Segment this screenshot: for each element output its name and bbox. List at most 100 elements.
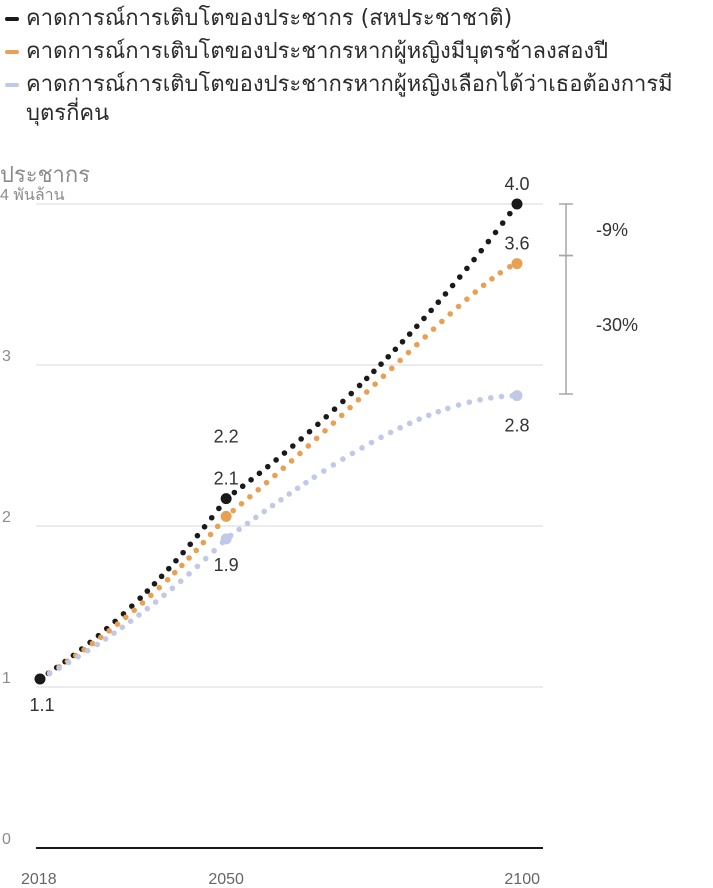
series-0-dot (385, 353, 392, 360)
series-2-dot (321, 468, 327, 474)
legend-label: คาดการณ์การเติบโตของประชากร (สหประชาชาติ… (26, 6, 513, 31)
annotation-layer: -9% -30% (559, 203, 638, 395)
series-0-dot (273, 457, 279, 463)
data-label: 2.2 (214, 427, 239, 447)
series-2-dot (65, 659, 72, 666)
series-0-dot (428, 307, 434, 314)
series-1-dot (272, 472, 278, 479)
series-1-dot (156, 584, 163, 591)
legend-item-choice: คาดการณ์การเติบโตของประชากรหากผู้หญิงเลื… (4, 70, 710, 128)
series-2-dot (397, 424, 403, 431)
series-2-dot (278, 496, 284, 503)
data-label: 2.1 (214, 469, 239, 489)
series-0-dot (201, 524, 208, 530)
series-0-dot (208, 514, 215, 521)
series-0-dot (173, 557, 179, 564)
series-0-dot (485, 238, 492, 245)
series-1-dot (247, 494, 253, 500)
series-2-dot (56, 665, 62, 671)
series-2-dot (466, 399, 473, 405)
series-2-dot (368, 439, 375, 446)
series-1-dot (280, 465, 287, 472)
data-label: 3.6 (504, 234, 529, 254)
legend-item-un-projection: คาดการณ์การเติบโตของประชากร (สหประชาชาติ… (4, 4, 710, 33)
series-2-dot (186, 571, 192, 577)
series-2-dot (119, 624, 126, 631)
series-2-dot (311, 474, 318, 480)
series-1-dot (305, 443, 312, 449)
series-1-dot (139, 600, 146, 606)
data-label: 1.1 (29, 695, 54, 715)
change-annotation: -9% (596, 220, 628, 240)
series-0-dot (406, 331, 413, 337)
series-2-dot (416, 416, 423, 422)
series-0-dot (331, 406, 338, 412)
series-0-dot (363, 375, 370, 382)
series-1-dot (288, 458, 295, 464)
series-0-dot (478, 247, 485, 254)
series-0-dot (194, 532, 201, 539)
data-label: 1.9 (214, 555, 239, 575)
series-0-dot (290, 443, 296, 449)
series-2-dot (84, 647, 91, 654)
series-0-dot (392, 346, 399, 353)
series-1-dot (200, 539, 207, 546)
series-2-dot (102, 636, 109, 642)
series-0-dot (315, 421, 321, 428)
series-2-dot (236, 526, 242, 533)
series-2-dot (455, 402, 462, 408)
series-1-dot (380, 373, 387, 380)
series-0-dot (499, 220, 506, 226)
series-1-dot (439, 318, 445, 325)
x-tick-label: 2100 (504, 871, 540, 888)
series-1-dot (447, 311, 454, 317)
series-1-dot (430, 326, 437, 332)
series-0-dot (442, 291, 449, 297)
series-1-dot (131, 607, 138, 614)
series-layer (37, 201, 520, 682)
series-0-dot (435, 299, 442, 306)
series-1-dot (480, 282, 487, 289)
y-tick-label: 0 (2, 831, 11, 848)
y-tick-label: 1 (2, 670, 11, 687)
series-1-dot (507, 263, 513, 270)
series-2-dot (136, 612, 142, 618)
x-tick-label: 2018 (21, 871, 57, 888)
series-2-dot (46, 670, 53, 677)
y-tick-label: 2 (2, 509, 11, 526)
data-point (34, 673, 46, 685)
series-0-dot (306, 428, 313, 435)
series-2-dot (425, 412, 432, 419)
series-1-dot (193, 547, 200, 554)
series-2-dot (359, 445, 365, 451)
legend-swatch-lavender (5, 83, 19, 87)
series-1-dot (414, 341, 420, 348)
series-1-dot (464, 296, 470, 302)
series-1-dot (397, 357, 403, 364)
data-label: 2.8 (504, 416, 529, 436)
series-0-dot (378, 361, 384, 367)
series-0-dot (399, 338, 406, 345)
y-tick-label: 4 พันล้าน (0, 186, 65, 204)
data-point (220, 533, 232, 545)
data-point (511, 198, 523, 210)
series-1-dot (164, 576, 171, 583)
series-0-dot (348, 390, 355, 397)
labels-layer: 1.1 2.2 2.1 1.9 4.0 3.6 2.8 (29, 174, 529, 715)
series-1-dot (179, 562, 185, 569)
data-point (220, 493, 232, 505)
series-2-dot (378, 434, 384, 441)
series-1-dot (148, 592, 154, 599)
series-0-dot (471, 256, 477, 263)
series-1-dot (422, 334, 428, 340)
series-1-dot (207, 531, 214, 538)
series-1-dot (123, 614, 129, 621)
series-2-dot (144, 605, 151, 612)
series-2-dot (487, 395, 494, 401)
series-2-dot (445, 405, 451, 412)
series-1-dot (330, 420, 337, 426)
series-1-dot (313, 435, 320, 442)
series-0-dot (356, 382, 363, 389)
